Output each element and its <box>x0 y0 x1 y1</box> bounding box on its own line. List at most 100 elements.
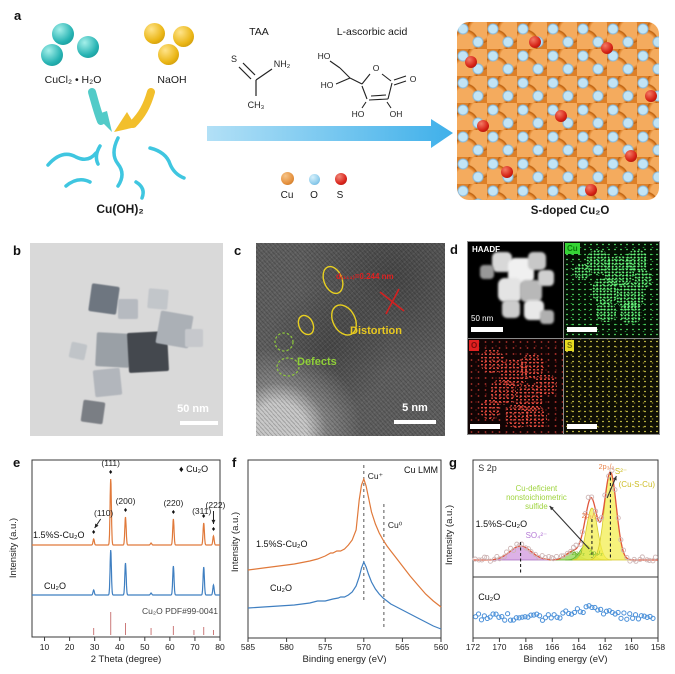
ascorbic-structure: HO HO O O HO OH <box>318 51 417 119</box>
cucl2-sphere <box>77 36 99 58</box>
x-tick-label: 50 <box>140 642 150 652</box>
annotation: 2p₁/₂ <box>572 550 586 557</box>
annotation: S 2p <box>478 463 497 473</box>
s-dopant-sphere <box>601 42 613 54</box>
haadf-particle <box>498 278 522 302</box>
nanocube <box>68 341 88 361</box>
taa-structure: S NH₂ CH₃ <box>231 54 291 110</box>
haadf-label: HAADF <box>472 245 500 254</box>
distortion-label: Distortion <box>350 325 402 337</box>
annotation: SO₄²⁻ <box>526 531 548 540</box>
s-doped-cu2o-model <box>457 22 659 200</box>
cu-map-label: Cu <box>565 243 580 254</box>
s-dopant-sphere <box>501 166 513 178</box>
legend-cu-sphere <box>281 172 294 185</box>
ascorbic-title: L-ascorbic acid <box>336 26 408 38</box>
annotation: 2p₃/₂ <box>599 462 615 471</box>
hrtem-scalebar <box>394 420 436 424</box>
haadf-particle <box>524 300 544 320</box>
atom-label: NH₂ <box>274 59 291 69</box>
panel-d-label: d <box>450 242 458 257</box>
series-label: 1.5%S-Cu₂O <box>33 530 85 540</box>
peak-label: (200) <box>116 496 136 506</box>
legend-cu-label: Cu <box>280 190 294 201</box>
peak-label: (311) <box>192 506 211 516</box>
x-tick-label: 570 <box>357 642 371 652</box>
haadf-particle <box>492 252 512 272</box>
s-scalebar <box>567 424 597 429</box>
peak-marker: ♦ <box>202 513 206 520</box>
dashed-line-label: Cu⁺ <box>368 471 384 481</box>
s-map <box>564 339 659 434</box>
naoh-sphere <box>158 44 179 65</box>
product-label: S-doped Cu₂O <box>530 205 610 217</box>
o-scalebar <box>470 424 500 429</box>
teal-arrow <box>88 88 105 125</box>
yellow-arrow-head <box>114 112 136 132</box>
haadf-particle <box>502 300 520 318</box>
panel-g-label: g <box>449 455 457 470</box>
nanocube <box>95 332 131 368</box>
annotation: 2p₃/₂ <box>589 550 603 557</box>
hrtem-scalebar-text: 5 nm <box>402 402 428 414</box>
x-tick-label: 40 <box>115 642 125 652</box>
x-tick-label: 30 <box>90 642 100 652</box>
x-tick-label: 10 <box>40 642 50 652</box>
reagent2-label: NaOH <box>157 74 187 86</box>
peak-label: (220) <box>163 498 183 508</box>
cu-cluster <box>626 250 648 272</box>
panel-b-label: b <box>13 243 21 258</box>
taa-title: TAA <box>249 26 269 38</box>
cu-cluster <box>592 278 618 304</box>
cu-cluster <box>574 264 590 280</box>
peak-label: (111) <box>101 458 120 468</box>
annotation: 2p₁/₂ <box>582 511 597 520</box>
haadf-particle <box>528 252 546 270</box>
annotation: sulfide <box>525 502 548 511</box>
eds-map-grid: Cu O S HAADF 50 nm <box>467 241 660 435</box>
naoh-sphere <box>144 23 165 44</box>
x-tick-label: 565 <box>395 642 409 652</box>
atom-label: HO <box>352 109 365 119</box>
series-label: Cu₂O <box>270 583 292 593</box>
x-tick-label: 70 <box>190 642 200 652</box>
legend-s-sphere <box>335 173 347 185</box>
x-tick-label: 585 <box>241 642 255 652</box>
dashed-line-label: Cu⁰ <box>388 520 403 530</box>
cu-cluster <box>634 270 652 288</box>
annotation: (Cu-S-Cu) <box>619 480 656 489</box>
teal-arrow-head <box>95 111 112 132</box>
d-spacing-label: d₍₁₁₁₎=0.244 nm <box>336 272 394 281</box>
nanocube <box>80 399 106 425</box>
y-axis-title: Intensity (a.u.) <box>230 512 241 572</box>
x-tick-label: 60 <box>165 642 175 652</box>
peak-marker: ♦ <box>109 469 113 476</box>
peak-label: (110) <box>94 508 113 518</box>
panel-f-label: f <box>232 455 237 470</box>
peak-marker: ♦ <box>212 526 216 533</box>
o-cluster <box>480 399 500 419</box>
x-axis-title: 2 Theta (degree) <box>91 654 162 665</box>
x-tick-label: 580 <box>280 642 294 652</box>
chart-title: Cu LMM <box>404 465 438 475</box>
x-tick-label: 158 <box>651 642 665 652</box>
atom-label: HO <box>318 51 331 61</box>
atom-label: OH <box>390 109 403 119</box>
haadf-particle <box>480 265 494 279</box>
legend-o-label: O <box>310 190 318 201</box>
series-label: 1.5%S-Cu₂O <box>256 539 308 549</box>
s-dopant-sphere <box>625 150 637 162</box>
s-map-label: S <box>565 340 575 351</box>
yellow-arrow <box>129 88 155 128</box>
reagent1-label: CuCl₂ • H₂O <box>44 74 102 86</box>
haadf-particle <box>540 310 554 324</box>
atom-label: CH₃ <box>248 100 265 110</box>
series-label: Cu₂O <box>44 581 66 591</box>
o-cluster <box>535 374 557 396</box>
nanocube <box>185 329 203 347</box>
haadf-particle <box>520 280 542 302</box>
chart-culmm: 585 580 575 570 565 560 Binding energy (eV) Int… <box>230 459 448 665</box>
naoh-sphere <box>173 26 194 47</box>
x-tick-label: 168 <box>519 642 533 652</box>
